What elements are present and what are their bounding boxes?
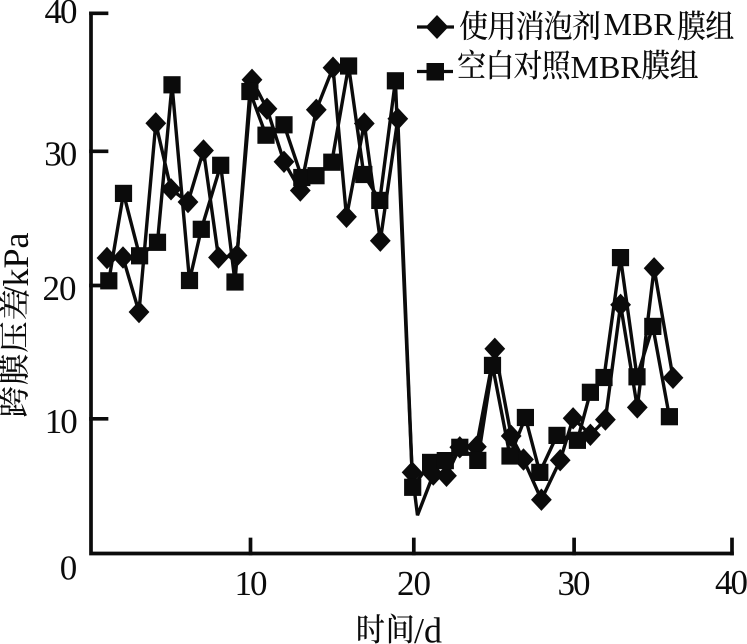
svg-text:10: 10 xyxy=(235,564,268,603)
svg-text:MBR: MBR xyxy=(604,6,676,42)
svg-text:30: 30 xyxy=(44,134,77,173)
svg-text:40: 40 xyxy=(45,0,78,31)
svg-text:0: 0 xyxy=(60,549,78,588)
svg-text:20: 20 xyxy=(397,564,431,603)
svg-text:/d: /d xyxy=(414,611,442,644)
svg-text:/kPa: /kPa xyxy=(0,232,36,296)
svg-text:20: 20 xyxy=(43,269,77,308)
svg-text:30: 30 xyxy=(558,564,591,603)
svg-text:40: 40 xyxy=(715,563,747,602)
svg-text:10: 10 xyxy=(45,402,78,441)
svg-text:MBR: MBR xyxy=(571,49,643,85)
